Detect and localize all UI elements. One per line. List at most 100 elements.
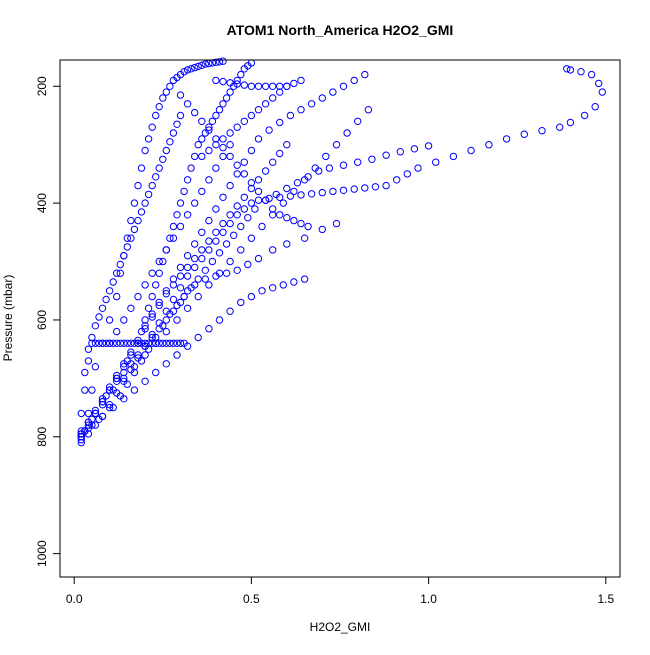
data-point [137,164,146,172]
data-point [215,316,224,324]
data-point [148,339,156,347]
data-point [183,304,192,312]
data-point [113,327,121,336]
data-point [371,183,380,191]
data-point [144,135,153,143]
data-point [183,176,192,184]
data-point [566,66,575,74]
data-point [77,438,86,447]
data-point [233,76,241,85]
data-point [98,339,107,347]
data-point [226,88,234,96]
data-series [88,339,188,347]
data-point [237,246,245,254]
data-point [127,304,135,312]
data-point [233,211,241,219]
data-point [194,275,202,283]
data-series [81,70,369,435]
data-point [88,386,96,394]
data-point [176,339,185,347]
x-axis: 0.0 0.5 1.0 1.5 [66,577,614,606]
data-series [77,106,373,438]
x-tick-label: 1.5 [597,592,614,606]
data-point [113,374,121,383]
data-point [109,403,117,412]
data-point [144,304,153,312]
data-point [191,63,199,72]
data-point [102,392,110,400]
data-point [212,58,220,66]
data-point [98,412,107,421]
data-point [166,234,174,242]
data-point [180,68,188,76]
data-point [134,351,142,359]
data-point [261,196,270,204]
data-point [173,351,181,359]
data-point [215,106,224,114]
data-point [293,179,302,187]
data-point [152,368,160,377]
data-point [127,351,135,359]
data-point [247,184,256,193]
data-point [261,100,270,108]
data-point [276,118,284,127]
data-point [219,135,227,143]
data-point [251,205,259,213]
data-point [247,199,256,207]
data-point [382,151,390,159]
data-point [194,292,202,301]
data-point [467,146,475,155]
data-point [148,181,156,190]
data-point [113,371,121,380]
data-point [191,108,199,117]
data-point [155,164,163,172]
data-point [84,345,93,353]
data-point [194,62,202,71]
data-point [212,141,220,149]
y-tick-label: 200 [35,76,49,96]
data-point [261,167,270,175]
data-point [194,141,202,149]
data-point [198,254,206,263]
data-point [502,135,511,143]
data-point [127,339,135,347]
data-point [169,295,178,304]
data-point [233,170,241,178]
data-point [580,111,589,120]
data-point [201,275,210,283]
data-point [286,111,295,120]
data-point [587,70,596,79]
data-point [226,129,234,137]
x-tick-label: 1.0 [420,592,437,606]
data-point [240,193,249,202]
data-point [261,82,270,91]
data-point [297,219,305,228]
data-point [176,272,185,280]
data-point [183,211,192,219]
data-point [123,339,132,347]
data-point [105,339,114,347]
data-point [215,269,224,277]
data-point [141,351,149,359]
data-series [77,275,309,438]
data-point [130,225,139,234]
data-point [240,170,249,178]
data-point [88,333,96,342]
data-point [219,228,227,237]
data-point [148,269,156,277]
data-point [382,181,390,190]
x-axis-label: H2O2_GMI [310,620,371,634]
data-series [198,76,305,161]
data-point [254,187,263,196]
data-point [159,339,167,347]
data-point [361,70,369,79]
data-point [183,342,192,350]
data-point [98,398,107,406]
data-point [205,126,213,134]
data-point [198,228,206,237]
data-point [205,176,213,184]
data-point [173,301,181,310]
data-point [162,360,171,368]
data-point [77,409,86,418]
